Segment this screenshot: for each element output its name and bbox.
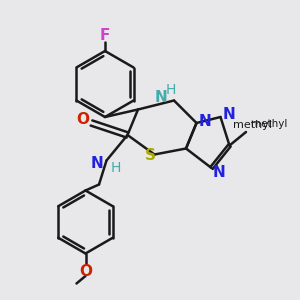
Text: N: N [155, 90, 168, 105]
Text: N: N [199, 114, 212, 129]
Text: H: H [110, 161, 121, 175]
Text: O: O [79, 264, 92, 279]
Text: H: H [166, 83, 176, 97]
Text: methyl: methyl [232, 120, 272, 130]
Text: O: O [76, 112, 89, 128]
Text: methyl: methyl [250, 119, 287, 130]
Text: N: N [223, 106, 236, 122]
Text: S: S [145, 148, 155, 164]
Text: N: N [91, 156, 104, 171]
Text: N: N [213, 165, 225, 180]
Text: F: F [100, 28, 110, 44]
